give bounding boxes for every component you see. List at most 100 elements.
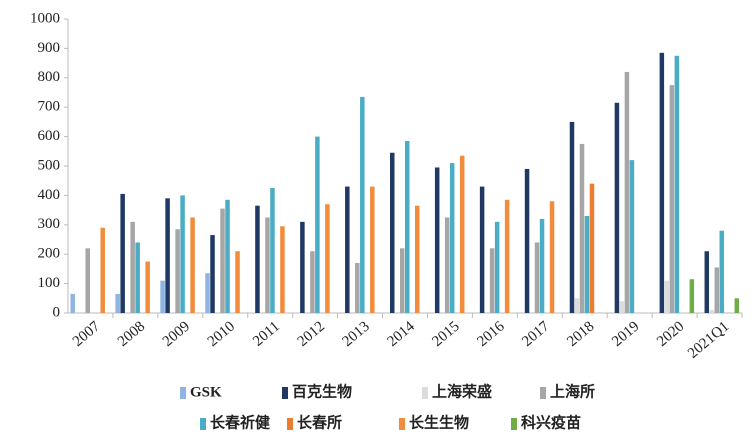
bar [310,251,315,313]
legend-swatch [282,387,288,399]
x-tick-label: 2019 [609,318,642,350]
bar [704,251,710,313]
x-tick-label: 2010 [205,318,238,350]
y-tick-label: 1000 [30,10,60,26]
bar [534,242,540,313]
bar [659,52,665,314]
bar [135,242,140,313]
bar [210,235,215,313]
legend-label: 长春所 [297,413,342,431]
x-tick-label: 2008 [115,318,148,350]
x-tick-label: 2013 [340,318,373,350]
bar [569,121,575,314]
legend-swatch [180,387,186,399]
bar [449,163,455,313]
y-tick-label: 700 [38,99,61,115]
bar [130,221,135,313]
bar [494,221,500,313]
bar [180,195,185,313]
bar [205,273,210,313]
bar [390,152,395,313]
legend-swatch [200,418,206,430]
y-tick-label: 900 [38,40,61,56]
bar [619,301,625,313]
legend-label: 长春祈健 [210,413,270,431]
x-tick-label: 2020 [654,318,687,350]
bar [145,261,150,313]
bar [674,55,680,313]
x-tick-label: 2015 [429,318,462,350]
bar [355,263,360,313]
legend-swatch [399,418,405,430]
y-tick-label: 0 [53,304,61,320]
bar [190,217,195,313]
bar [479,186,485,313]
y-tick-label: 600 [38,128,61,144]
bar [300,221,305,313]
bar [589,183,595,313]
legend-label: 科兴疫苗 [521,413,581,431]
y-tick-label: 500 [38,157,61,173]
bar [255,205,260,313]
bar [235,251,240,313]
bar [360,96,365,313]
bar [549,201,555,313]
bar [689,279,695,313]
x-tick-label: 2017 [519,318,553,350]
bar [434,167,440,313]
y-tick-label: 800 [38,69,61,85]
y-tick-label: 100 [38,275,61,291]
bar [345,186,350,313]
legend-swatch [511,418,517,430]
legend-swatch [287,418,293,430]
x-tick-label: 2007 [70,318,104,350]
bar [120,193,125,313]
bar [574,298,580,313]
bar [459,155,465,313]
bar [280,226,285,313]
x-tick-label: 2009 [160,318,193,350]
x-tick-label: 2012 [295,318,328,350]
legend-label: 上海所 [550,382,595,400]
bar [315,136,320,313]
bar [524,168,530,313]
bar [504,199,510,313]
bar [370,186,375,313]
x-tick-label: 2014 [385,318,419,350]
x-tick-label: 2016 [474,318,508,350]
bar [539,218,545,313]
bar [415,205,420,313]
bar [734,298,740,313]
bar [175,229,180,313]
bar [70,293,75,313]
bar [265,217,270,313]
x-tick-label: 2021Q1 [685,318,732,361]
y-tick-label: 200 [38,246,61,262]
x-tick-label: 2011 [250,318,283,349]
bar [579,143,585,313]
bar [714,267,720,313]
legend-label: GSK [190,384,222,400]
bar [220,208,225,313]
bar [629,160,635,313]
bar [709,310,715,313]
bar [719,230,725,313]
bar [325,204,330,313]
legend-label: 长生生物 [409,413,469,431]
bar [624,71,630,313]
x-tick-label: 2018 [564,318,597,350]
bar [115,293,120,313]
legend-swatch [422,387,428,399]
bar [270,188,275,313]
bar [669,85,675,314]
bar [489,248,495,313]
bar [85,248,90,313]
bar [405,141,410,313]
bar [400,248,405,313]
legend-label: 百克生物 [292,382,352,400]
bar [444,217,450,313]
bar [614,102,620,313]
bar [584,215,590,313]
